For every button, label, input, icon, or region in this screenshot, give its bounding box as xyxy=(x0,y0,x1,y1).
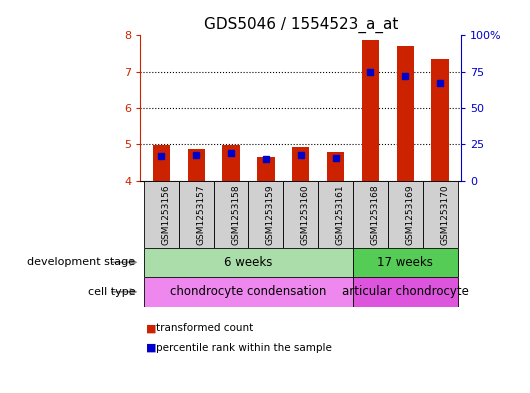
Text: GSM1253168: GSM1253168 xyxy=(370,184,379,245)
Bar xyxy=(362,40,379,181)
Text: 17 weeks: 17 weeks xyxy=(377,256,433,269)
Bar xyxy=(188,149,205,181)
Bar xyxy=(396,46,414,181)
Text: ■: ■ xyxy=(146,343,156,353)
Text: cell type: cell type xyxy=(87,287,135,297)
Bar xyxy=(423,181,457,248)
Text: GSM1253156: GSM1253156 xyxy=(161,184,170,245)
Text: GSM1253169: GSM1253169 xyxy=(405,184,414,245)
Bar xyxy=(249,181,284,248)
Bar xyxy=(144,181,179,248)
Bar xyxy=(327,152,344,181)
Text: GSM1253157: GSM1253157 xyxy=(196,184,205,245)
Bar xyxy=(223,145,240,181)
Bar xyxy=(257,157,275,181)
Text: 6 weeks: 6 weeks xyxy=(224,256,272,269)
Text: GSM1253161: GSM1253161 xyxy=(335,184,344,245)
Bar xyxy=(214,181,249,248)
Bar xyxy=(179,181,214,248)
Text: percentile rank within the sample: percentile rank within the sample xyxy=(156,343,332,353)
Text: articular chondrocyte: articular chondrocyte xyxy=(342,285,469,298)
Bar xyxy=(144,277,353,307)
Text: GSM1253159: GSM1253159 xyxy=(266,184,275,245)
Text: chondrocyte condensation: chondrocyte condensation xyxy=(170,285,326,298)
Text: transformed count: transformed count xyxy=(156,323,253,333)
Bar xyxy=(353,181,388,248)
Text: GSM1253170: GSM1253170 xyxy=(440,184,449,245)
Bar xyxy=(284,181,318,248)
Bar xyxy=(144,248,353,277)
Bar xyxy=(388,181,423,248)
Text: development stage: development stage xyxy=(27,257,135,267)
Bar xyxy=(153,145,170,181)
Bar xyxy=(353,277,457,307)
Text: ■: ■ xyxy=(146,323,156,333)
Text: GSM1253158: GSM1253158 xyxy=(231,184,240,245)
Title: GDS5046 / 1554523_a_at: GDS5046 / 1554523_a_at xyxy=(204,17,398,33)
Text: GSM1253160: GSM1253160 xyxy=(301,184,310,245)
Bar xyxy=(318,181,353,248)
Bar xyxy=(431,59,449,181)
Bar xyxy=(353,248,457,277)
Bar xyxy=(292,147,310,181)
